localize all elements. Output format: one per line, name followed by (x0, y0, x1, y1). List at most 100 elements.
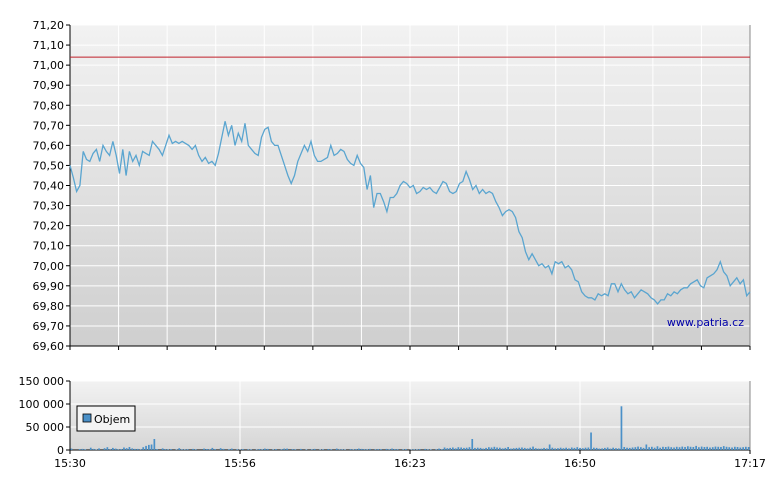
volume-bar (250, 449, 252, 450)
volume-bar (626, 448, 628, 450)
volume-bar (90, 448, 92, 450)
volume-bar (745, 447, 747, 450)
price-y-tick-label: 70,10 (33, 240, 65, 253)
price-y-tick-label: 70,70 (33, 119, 65, 132)
volume-bar (546, 448, 548, 450)
volume-bar (510, 449, 512, 450)
volume-bar (460, 448, 462, 451)
volume-bar (344, 450, 346, 451)
volume-bar (488, 447, 490, 450)
volume-bar (532, 447, 534, 450)
price-y-tick-label: 71,00 (33, 59, 65, 72)
volume-bar (590, 433, 592, 451)
volume-bar (187, 449, 189, 450)
volume-bar (248, 449, 250, 450)
volume-bar (95, 450, 97, 451)
volume-bar (681, 447, 683, 450)
volume-bar (593, 448, 595, 450)
volume-bar (728, 447, 730, 450)
volume-bar (482, 449, 484, 450)
volume-bar (192, 449, 194, 450)
time-x-tick-label: 16:23 (394, 457, 426, 470)
volume-bar (112, 448, 114, 450)
volume-bar (588, 448, 590, 451)
volume-y-tick-label: 0 (57, 444, 64, 457)
volume-y-tick-label: 150 000 (19, 375, 65, 388)
volume-bar (212, 448, 214, 450)
volume-bar (704, 447, 706, 450)
volume-bar (709, 448, 711, 451)
volume-bar (424, 449, 426, 450)
time-x-tick-label: 17:17 (734, 457, 766, 470)
volume-bar (610, 449, 612, 450)
price-y-tick-label: 70,30 (33, 200, 65, 213)
volume-bar (162, 448, 164, 450)
price-y-tick-label: 70,00 (33, 260, 65, 273)
volume-bar (82, 449, 84, 450)
volume-bar (701, 447, 703, 450)
volume-bar (93, 449, 95, 450)
volume-bar (377, 449, 379, 450)
volume-bar (98, 448, 100, 450)
volume-bar (659, 448, 661, 450)
volume-bar (388, 449, 390, 450)
time-x-tick-label: 15:30 (54, 457, 86, 470)
volume-bar (386, 449, 388, 450)
volume-bar (397, 449, 399, 450)
volume-bar (574, 448, 576, 450)
volume-bar (140, 449, 142, 450)
volume-bar (726, 447, 728, 450)
volume-bar (596, 448, 598, 450)
volume-bar (286, 449, 288, 450)
volume-bar (71, 449, 73, 450)
volume-bar (165, 449, 167, 450)
volume-bar (552, 448, 554, 450)
price-y-tick-label: 69,70 (33, 320, 65, 333)
volume-bar (623, 447, 625, 450)
volume-bar (452, 448, 454, 451)
volume-bar (283, 449, 285, 450)
volume-bar (648, 447, 650, 450)
watermark: www.patria.cz (667, 316, 744, 329)
volume-bar (527, 448, 529, 450)
time-x-tick-label: 16:50 (564, 457, 596, 470)
volume-bar (142, 447, 144, 450)
volume-bar (637, 447, 639, 450)
legend-swatch (83, 414, 91, 422)
volume-bar (494, 447, 496, 450)
volume-bar (115, 449, 117, 450)
volume-bar (621, 406, 623, 450)
volume-bar (427, 449, 429, 450)
volume-bar (698, 447, 700, 450)
volume-legend: Objem (77, 406, 135, 431)
volume-bar (651, 447, 653, 450)
volume-bar (336, 449, 338, 450)
volume-bar (264, 449, 266, 450)
volume-bar (560, 448, 562, 450)
volume-bar (236, 449, 238, 450)
volume-bar (579, 448, 581, 450)
volume-bar (670, 447, 672, 450)
price-y-tick-label: 69,90 (33, 280, 65, 293)
volume-bar (695, 446, 697, 450)
volume-bar (687, 446, 689, 450)
price-x-tick-marks (70, 346, 750, 350)
volume-bar (366, 449, 368, 450)
volume-bar (109, 449, 111, 450)
price-y-tick-label: 70,40 (33, 180, 65, 193)
volume-bar (154, 439, 156, 450)
volume-bar (411, 450, 413, 451)
price-y-tick-label: 70,60 (33, 139, 65, 152)
volume-bar (364, 449, 366, 450)
volume-bar (430, 449, 432, 450)
volume-bar (223, 449, 225, 450)
volume-bar (554, 448, 556, 450)
volume-bar (458, 447, 460, 450)
volume-bar (300, 449, 302, 450)
volume-bar (601, 448, 603, 450)
price-y-tick-label: 70,20 (33, 220, 65, 233)
volume-bar (181, 449, 183, 450)
volume-bar (665, 447, 667, 450)
volume-bar (306, 450, 308, 451)
